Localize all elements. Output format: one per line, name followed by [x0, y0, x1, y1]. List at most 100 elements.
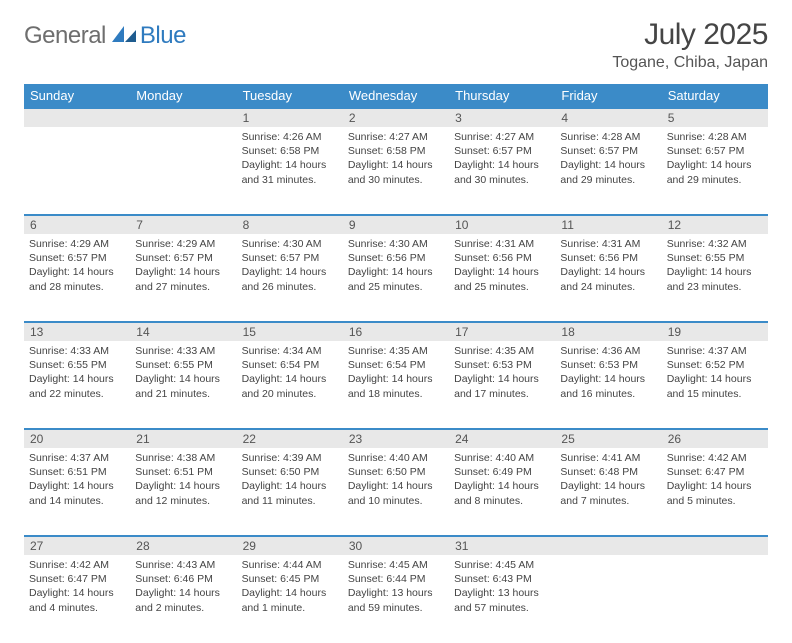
day-cell: Sunrise: 4:36 AMSunset: 6:53 PMDaylight:…	[555, 341, 661, 429]
day-cell: Sunrise: 4:42 AMSunset: 6:47 PMDaylight:…	[24, 555, 130, 643]
sunrise-line: Sunrise: 4:33 AM	[29, 345, 109, 357]
day-number: 13	[24, 322, 130, 341]
title-block: July 2025 Togane, Chiba, Japan	[612, 18, 768, 72]
sunrise-line: Sunrise: 4:40 AM	[454, 452, 534, 464]
sunset-line: Sunset: 6:43 PM	[454, 573, 532, 585]
sunset-line: Sunset: 6:44 PM	[348, 573, 426, 585]
day-cell-body: Sunrise: 4:37 AMSunset: 6:51 PMDaylight:…	[24, 448, 130, 514]
day-cell: Sunrise: 4:37 AMSunset: 6:52 PMDaylight:…	[662, 341, 768, 429]
day-number-row: 13141516171819	[24, 322, 768, 341]
day-cell-body: Sunrise: 4:34 AMSunset: 6:54 PMDaylight:…	[237, 341, 343, 407]
day-cell-body: Sunrise: 4:40 AMSunset: 6:49 PMDaylight:…	[449, 448, 555, 514]
sunset-line: Sunset: 6:57 PM	[454, 145, 532, 157]
day-cell: Sunrise: 4:32 AMSunset: 6:55 PMDaylight:…	[662, 234, 768, 322]
day-cell: Sunrise: 4:31 AMSunset: 6:56 PMDaylight:…	[555, 234, 661, 322]
sunrise-line: Sunrise: 4:36 AM	[560, 345, 640, 357]
sunset-line: Sunset: 6:58 PM	[348, 145, 426, 157]
day-number-row: 12345	[24, 108, 768, 127]
day-number: 3	[449, 108, 555, 127]
day-cell-body: Sunrise: 4:27 AMSunset: 6:58 PMDaylight:…	[343, 127, 449, 193]
sunrise-line: Sunrise: 4:34 AM	[242, 345, 322, 357]
day-number-row: 6789101112	[24, 215, 768, 234]
sunrise-line: Sunrise: 4:31 AM	[560, 238, 640, 250]
day-cell: Sunrise: 4:45 AM Sunset: 6:43 PM Daylight:…	[449, 555, 555, 643]
sunrise-line: Sunrise: 4:37 AM	[29, 452, 109, 464]
sunset-line: Sunset: 6:48 PM	[560, 466, 638, 478]
day-cell-body: Sunrise: 4:31 AMSunset: 6:56 PMDaylight:…	[555, 234, 661, 300]
day-number: 10	[449, 215, 555, 234]
daylight-line: Daylight: 14 hours and 14 minutes.	[29, 480, 114, 506]
sunset-line: Sunset: 6:50 PM	[348, 466, 426, 478]
day-cell	[555, 555, 661, 643]
day-content-row: Sunrise: 4:26 AM Sunset: 6:58 PM Daylight:…	[24, 127, 768, 215]
day-content-row: Sunrise: 4:29 AMSunset: 6:57 PMDaylight:…	[24, 234, 768, 322]
day-cell-body: Sunrise: 4:29 AMSunset: 6:57 PMDaylight:…	[24, 234, 130, 300]
day-cell-body: Sunrise: 4:26 AMSunset: 6:58 PMDaylight:…	[237, 127, 343, 193]
day-cell: Sunrise: 4:35 AMSunset: 6:54 PMDaylight:…	[343, 341, 449, 429]
sunrise-line: Sunrise: 4:26 AM	[242, 131, 322, 143]
day-number: 31	[449, 536, 555, 555]
sunrise-line: Sunrise: 4:27 AM	[454, 131, 534, 143]
daylight-line: Daylight: 14 hours and 30 minutes.	[454, 159, 539, 185]
sunrise-line: Sunrise: 4:45 AM	[454, 559, 534, 571]
daylight-line: Daylight: 14 hours and 26 minutes.	[242, 266, 327, 292]
day-number: 9	[343, 215, 449, 234]
daylight-line: Daylight: 13 hours and 57 minutes.	[454, 587, 539, 613]
day-cell-body: Sunrise: 4:27 AM Sunset: 6:57 PM Daylight:…	[449, 127, 555, 193]
day-cell: Sunrise: 4:29 AMSunset: 6:57 PMDaylight:…	[24, 234, 130, 322]
day-number: 19	[662, 322, 768, 341]
day-content-row: Sunrise: 4:33 AMSunset: 6:55 PMDaylight:…	[24, 341, 768, 429]
sunset-line: Sunset: 6:56 PM	[454, 252, 532, 264]
daylight-line: Daylight: 14 hours and 25 minutes.	[454, 266, 539, 292]
sunrise-line: Sunrise: 4:42 AM	[667, 452, 747, 464]
daylight-line: Daylight: 14 hours and 23 minutes.	[667, 266, 752, 292]
weekday-header: Monday	[130, 84, 236, 108]
day-number: 8	[237, 215, 343, 234]
day-cell: Sunrise: 4:28 AMSunset: 6:57 PMDaylight:…	[662, 127, 768, 215]
daylight-line: Daylight: 14 hours and 24 minutes.	[560, 266, 645, 292]
logo-text-general: General	[24, 22, 106, 50]
day-cell-body: Sunrise: 4:30 AMSunset: 6:57 PMDaylight:…	[237, 234, 343, 300]
day-cell-body: Sunrise: 4:29 AMSunset: 6:57 PMDaylight:…	[130, 234, 236, 300]
sunset-line: Sunset: 6:55 PM	[667, 252, 745, 264]
month-title: July 2025	[612, 18, 768, 52]
sunset-line: Sunset: 6:45 PM	[242, 573, 320, 585]
day-cell: Sunrise: 4:45 AMSunset: 6:44 PMDaylight:…	[343, 555, 449, 643]
day-cell: Sunrise: 4:43 AMSunset: 6:46 PMDaylight:…	[130, 555, 236, 643]
weekday-header: Sunday	[24, 84, 130, 108]
day-cell: Sunrise: 4:34 AMSunset: 6:54 PMDaylight:…	[237, 341, 343, 429]
day-cell-body: Sunrise: 4:28 AMSunset: 6:57 PMDaylight:…	[662, 127, 768, 193]
day-content-row: Sunrise: 4:37 AMSunset: 6:51 PMDaylight:…	[24, 448, 768, 536]
day-number: 1	[237, 108, 343, 127]
day-number: 5	[662, 108, 768, 127]
day-cell-body: Sunrise: 4:45 AMSunset: 6:44 PMDaylight:…	[343, 555, 449, 621]
sunrise-line: Sunrise: 4:33 AM	[135, 345, 215, 357]
sunrise-line: Sunrise: 4:39 AM	[242, 452, 322, 464]
sunrise-line: Sunrise: 4:35 AM	[454, 345, 534, 357]
day-number: 26	[662, 429, 768, 448]
day-cell: Sunrise: 4:37 AMSunset: 6:51 PMDaylight:…	[24, 448, 130, 536]
daylight-line: Daylight: 14 hours and 27 minutes.	[135, 266, 220, 292]
logo-text-blue: Blue	[140, 22, 186, 50]
day-number: 14	[130, 322, 236, 341]
sunset-line: Sunset: 6:46 PM	[135, 573, 213, 585]
day-cell-body: Sunrise: 4:30 AMSunset: 6:56 PMDaylight:…	[343, 234, 449, 300]
day-cell: Sunrise: 4:38 AMSunset: 6:51 PMDaylight:…	[130, 448, 236, 536]
day-number: 18	[555, 322, 661, 341]
day-number: 23	[343, 429, 449, 448]
sunrise-line: Sunrise: 4:29 AM	[135, 238, 215, 250]
day-number: 7	[130, 215, 236, 234]
day-cell: Sunrise: 4:44 AMSunset: 6:45 PMDaylight:…	[237, 555, 343, 643]
day-number: 16	[343, 322, 449, 341]
sunset-line: Sunset: 6:47 PM	[667, 466, 745, 478]
daylight-line: Daylight: 14 hours and 17 minutes.	[454, 373, 539, 399]
sunrise-line: Sunrise: 4:44 AM	[242, 559, 322, 571]
day-cell-body: Sunrise: 4:38 AMSunset: 6:51 PMDaylight:…	[130, 448, 236, 514]
day-number: 29	[237, 536, 343, 555]
day-cell-body: Sunrise: 4:33 AMSunset: 6:55 PMDaylight:…	[24, 341, 130, 407]
day-cell-body: Sunrise: 4:32 AMSunset: 6:55 PMDaylight:…	[662, 234, 768, 300]
day-number: 20	[24, 429, 130, 448]
day-cell-body: Sunrise: 4:31 AMSunset: 6:56 PMDaylight:…	[449, 234, 555, 300]
daylight-line: Daylight: 13 hours and 59 minutes.	[348, 587, 433, 613]
daylight-line: Daylight: 14 hours and 4 minutes.	[29, 587, 114, 613]
